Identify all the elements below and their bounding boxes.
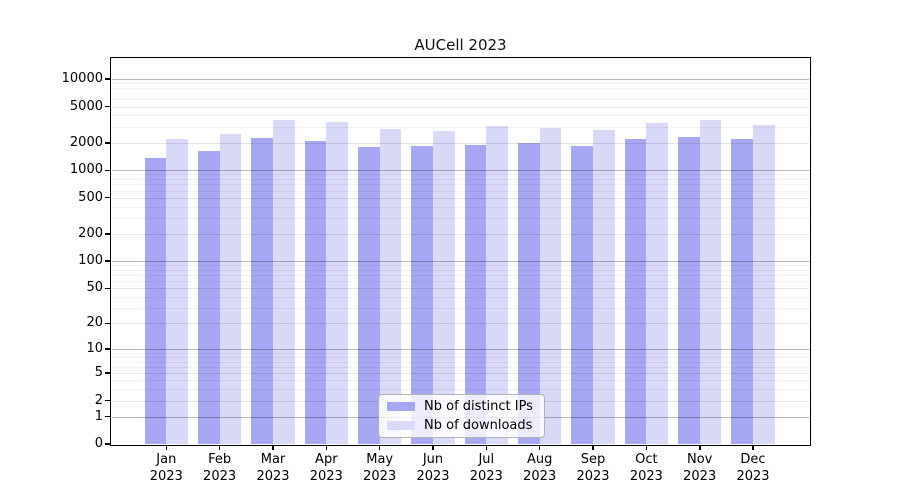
- bar-downloads-mar: [273, 120, 295, 444]
- y-tick-mark-20: [105, 322, 111, 325]
- y-tick-label-5: 5: [94, 365, 103, 380]
- gridline-8000: [112, 87, 809, 89]
- gridline-6000: [112, 99, 809, 101]
- x-tick-label-aug: Aug 2023: [523, 452, 557, 484]
- x-tick-mark-feb: [218, 444, 221, 450]
- y-tick-label-100: 100: [78, 253, 103, 269]
- y-tick-mark-200: [105, 233, 111, 235]
- y-tick-mark-0: [105, 443, 111, 445]
- x-tick-mark-may: [378, 444, 381, 450]
- y-tick-label-1: 1: [94, 408, 103, 424]
- x-tick-label-jul: Jul 2023: [469, 452, 503, 484]
- x-tick-label-feb: Feb 2023: [203, 452, 237, 484]
- y-tick-label-500: 500: [78, 189, 103, 205]
- y-tick-mark-10: [105, 348, 111, 350]
- bar-downloads-dec: [753, 125, 775, 444]
- y-tick-label-200: 200: [78, 225, 103, 241]
- x-tick-mark-jun: [432, 444, 434, 450]
- bar-distinct-ips-apr: [304, 140, 327, 444]
- bar-downloads-jul: [486, 125, 509, 444]
- legend-item-downloads: Nb of downloads: [387, 416, 538, 435]
- y-tick-label-5000: 5000: [69, 98, 103, 114]
- x-tick-label-dec: Dec 2023: [736, 452, 770, 484]
- gridline-4000: [112, 115, 809, 117]
- bar-distinct-ips-oct: [624, 139, 647, 444]
- bar-downloads-nov: [699, 119, 722, 444]
- x-tick-mark-dec: [752, 444, 754, 450]
- bar-downloads-aug: [539, 128, 562, 444]
- bar-downloads-jun: [433, 130, 455, 444]
- x-tick-mark-mar: [272, 444, 274, 450]
- y-tick-mark-5000: [105, 105, 111, 108]
- y-tick-mark-100: [105, 260, 111, 262]
- y-tick-label-10000: 10000: [61, 71, 103, 86]
- y-tick-mark-2000: [105, 142, 111, 144]
- legend-swatch-distinct-ips: [387, 402, 415, 411]
- bar-distinct-ips-feb: [197, 150, 220, 444]
- gridline-10000: [112, 79, 809, 80]
- bar-downloads-jan: [166, 139, 189, 444]
- legend-box: Nb of distinct IPs Nb of downloads: [378, 394, 545, 438]
- bar-distinct-ips-jul: [464, 144, 487, 444]
- bar-distinct-ips-jan: [144, 158, 167, 444]
- x-tick-label-sep: Sep 2023: [576, 452, 610, 484]
- x-tick-mark-jan: [165, 444, 168, 450]
- y-tick-mark-5: [105, 372, 111, 374]
- y-tick-label-0: 0: [94, 436, 103, 451]
- y-tick-mark-2: [105, 399, 111, 402]
- bar-downloads-feb: [219, 133, 242, 444]
- x-tick-label-mar: Mar 2023: [256, 452, 290, 484]
- bar-distinct-ips-jun: [411, 146, 433, 444]
- x-tick-label-apr: Apr 2023: [309, 452, 343, 484]
- x-tick-label-may: May 2023: [363, 452, 397, 484]
- gridline-7000: [112, 93, 809, 95]
- bar-downloads-may: [379, 129, 402, 444]
- x-tick-mark-oct: [645, 444, 648, 450]
- x-tick-label-oct: Oct 2023: [629, 452, 663, 484]
- y-tick-mark-10000: [105, 78, 111, 80]
- x-tick-label-jun: Jun 2023: [416, 452, 450, 484]
- y-tick-label-2: 2: [94, 392, 103, 408]
- legend-item-distinct-ips: Nb of distinct IPs: [387, 397, 538, 416]
- legend-label-distinct-ips: Nb of distinct IPs: [424, 399, 533, 414]
- y-tick-mark-500: [105, 196, 111, 199]
- y-tick-label-50: 50: [86, 280, 103, 296]
- y-tick-label-2000: 2000: [69, 134, 103, 150]
- legend-swatch-downloads: [387, 421, 415, 430]
- gridline-9000: [112, 83, 809, 85]
- bar-downloads-oct: [646, 123, 669, 444]
- chart-title: AUCell 2023: [414, 36, 507, 54]
- bar-downloads-sep: [593, 130, 615, 444]
- y-tick-label-20: 20: [86, 315, 103, 331]
- x-tick-mark-sep: [592, 444, 594, 450]
- bar-distinct-ips-dec: [731, 138, 753, 444]
- bar-distinct-ips-aug: [517, 143, 540, 444]
- x-tick-label-nov: Nov 2023: [683, 452, 717, 484]
- x-tick-mark-apr: [325, 444, 328, 450]
- bar-distinct-ips-mar: [251, 138, 273, 444]
- bar-downloads-apr: [326, 122, 349, 444]
- y-tick-label-1000: 1000: [69, 162, 103, 178]
- y-tick-mark-50: [105, 287, 111, 289]
- y-tick-mark-1: [105, 415, 111, 418]
- y-tick-mark-1000: [105, 169, 111, 171]
- y-tick-label-10: 10: [86, 341, 103, 356]
- legend-label-downloads: Nb of downloads: [424, 418, 533, 433]
- bar-distinct-ips-nov: [677, 137, 700, 444]
- bar-distinct-ips-sep: [571, 145, 593, 444]
- plot-area: [112, 59, 809, 444]
- x-tick-mark-aug: [538, 444, 541, 450]
- x-tick-label-jan: Jan 2023: [149, 452, 183, 484]
- x-tick-mark-jul: [485, 444, 488, 450]
- bar-distinct-ips-may: [357, 146, 380, 444]
- x-tick-mark-nov: [699, 444, 701, 450]
- gridline-5000: [112, 106, 809, 108]
